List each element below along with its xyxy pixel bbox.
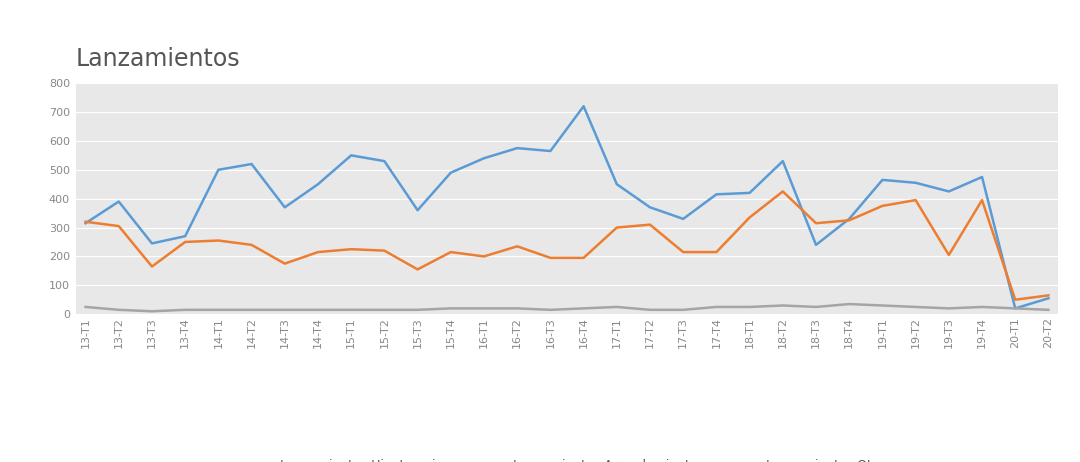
Lanzamientos Otros: [411, 307, 424, 313]
Lanzamientos Arrendamientos: [146, 264, 159, 269]
Lanzamientos Hipotecarios: [178, 233, 191, 239]
Lanzamientos Arrendamientos: [477, 254, 490, 259]
Lanzamientos Hipotecarios: [710, 192, 723, 197]
Lanzamientos Arrendamientos: [1042, 292, 1055, 298]
Lanzamientos Hipotecarios: [544, 148, 557, 154]
Lanzamientos Arrendamientos: [1009, 297, 1022, 303]
Lanzamientos Hipotecarios: [975, 174, 988, 180]
Lanzamientos Arrendamientos: [544, 255, 557, 261]
Lanzamientos Arrendamientos: [710, 249, 723, 255]
Lanzamientos Arrendamientos: [777, 188, 789, 194]
Lanzamientos Otros: [79, 304, 92, 310]
Lanzamientos Hipotecarios: [79, 220, 92, 226]
Lanzamientos Arrendamientos: [245, 242, 258, 248]
Lanzamientos Arrendamientos: [444, 249, 457, 255]
Text: Lanzamientos: Lanzamientos: [76, 48, 240, 72]
Lanzamientos Hipotecarios: [212, 167, 225, 173]
Lanzamientos Arrendamientos: [178, 239, 191, 245]
Lanzamientos Otros: [378, 307, 391, 313]
Lanzamientos Hipotecarios: [146, 241, 159, 246]
Lanzamientos Otros: [943, 306, 956, 311]
Lanzamientos Otros: [311, 307, 324, 313]
Lanzamientos Otros: [810, 304, 823, 310]
Lanzamientos Arrendamientos: [212, 238, 225, 243]
Lanzamientos Hipotecarios: [677, 216, 690, 222]
Lanzamientos Hipotecarios: [644, 205, 657, 210]
Lanzamientos Otros: [743, 304, 756, 310]
Lanzamientos Arrendamientos: [644, 222, 657, 227]
Lanzamientos Hipotecarios: [876, 177, 889, 182]
Lanzamientos Otros: [112, 307, 125, 313]
Lanzamientos Otros: [178, 307, 191, 313]
Lanzamientos Otros: [345, 307, 357, 313]
Lanzamientos Hipotecarios: [1042, 296, 1055, 301]
Lanzamientos Hipotecarios: [610, 182, 623, 187]
Lanzamientos Hipotecarios: [411, 207, 424, 213]
Lanzamientos Hipotecarios: [477, 155, 490, 161]
Lanzamientos Otros: [909, 304, 922, 310]
Lanzamientos Hipotecarios: [842, 216, 855, 222]
Line: Lanzamientos Arrendamientos: Lanzamientos Arrendamientos: [85, 191, 1049, 300]
Lanzamientos Otros: [610, 304, 623, 310]
Lanzamientos Hipotecarios: [378, 158, 391, 164]
Lanzamientos Arrendamientos: [79, 219, 92, 225]
Lanzamientos Otros: [677, 307, 690, 313]
Lanzamientos Otros: [245, 307, 258, 313]
Lanzamientos Hipotecarios: [743, 190, 756, 196]
Lanzamientos Otros: [1009, 306, 1022, 311]
Lanzamientos Hipotecarios: [345, 152, 357, 158]
Lanzamientos Otros: [544, 307, 557, 313]
Lanzamientos Otros: [644, 307, 657, 313]
Lanzamientos Otros: [1042, 307, 1055, 313]
Lanzamientos Hipotecarios: [444, 170, 457, 176]
Lanzamientos Arrendamientos: [810, 220, 823, 226]
Lanzamientos Otros: [710, 304, 723, 310]
Lanzamientos Arrendamientos: [743, 215, 756, 220]
Lanzamientos Arrendamientos: [112, 223, 125, 229]
Lanzamientos Otros: [577, 306, 590, 311]
Lanzamientos Hipotecarios: [810, 242, 823, 248]
Lanzamientos Arrendamientos: [876, 203, 889, 209]
Lanzamientos Arrendamientos: [345, 246, 357, 252]
Lanzamientos Arrendamientos: [943, 252, 956, 258]
Lanzamientos Otros: [146, 309, 159, 314]
Lanzamientos Arrendamientos: [511, 243, 524, 249]
Lanzamientos Otros: [444, 306, 457, 311]
Lanzamientos Arrendamientos: [378, 248, 391, 253]
Lanzamientos Hipotecarios: [1009, 306, 1022, 311]
Lanzamientos Arrendamientos: [842, 218, 855, 223]
Lanzamientos Arrendamientos: [975, 197, 988, 203]
Legend: Lanzamientos Hipotecarios, Lanzamientos Arrendamientos, Lanzamientos Otros: Lanzamientos Hipotecarios, Lanzamientos …: [238, 455, 896, 462]
Lanzamientos Otros: [777, 303, 789, 308]
Lanzamientos Arrendamientos: [577, 255, 590, 261]
Lanzamientos Hipotecarios: [909, 180, 922, 186]
Lanzamientos Arrendamientos: [279, 261, 292, 267]
Lanzamientos Otros: [876, 303, 889, 308]
Lanzamientos Otros: [279, 307, 292, 313]
Line: Lanzamientos Hipotecarios: Lanzamientos Hipotecarios: [85, 106, 1049, 309]
Lanzamientos Otros: [842, 301, 855, 307]
Lanzamientos Arrendamientos: [909, 197, 922, 203]
Lanzamientos Arrendamientos: [411, 267, 424, 272]
Lanzamientos Hipotecarios: [577, 103, 590, 109]
Lanzamientos Hipotecarios: [279, 205, 292, 210]
Lanzamientos Otros: [511, 306, 524, 311]
Line: Lanzamientos Otros: Lanzamientos Otros: [85, 304, 1049, 311]
Lanzamientos Arrendamientos: [677, 249, 690, 255]
Lanzamientos Otros: [477, 306, 490, 311]
Lanzamientos Hipotecarios: [777, 158, 789, 164]
Lanzamientos Arrendamientos: [311, 249, 324, 255]
Lanzamientos Otros: [975, 304, 988, 310]
Lanzamientos Arrendamientos: [610, 225, 623, 231]
Lanzamientos Hipotecarios: [511, 146, 524, 151]
Lanzamientos Hipotecarios: [245, 161, 258, 167]
Lanzamientos Hipotecarios: [311, 182, 324, 187]
Lanzamientos Hipotecarios: [943, 188, 956, 194]
Lanzamientos Otros: [212, 307, 225, 313]
Lanzamientos Hipotecarios: [112, 199, 125, 204]
